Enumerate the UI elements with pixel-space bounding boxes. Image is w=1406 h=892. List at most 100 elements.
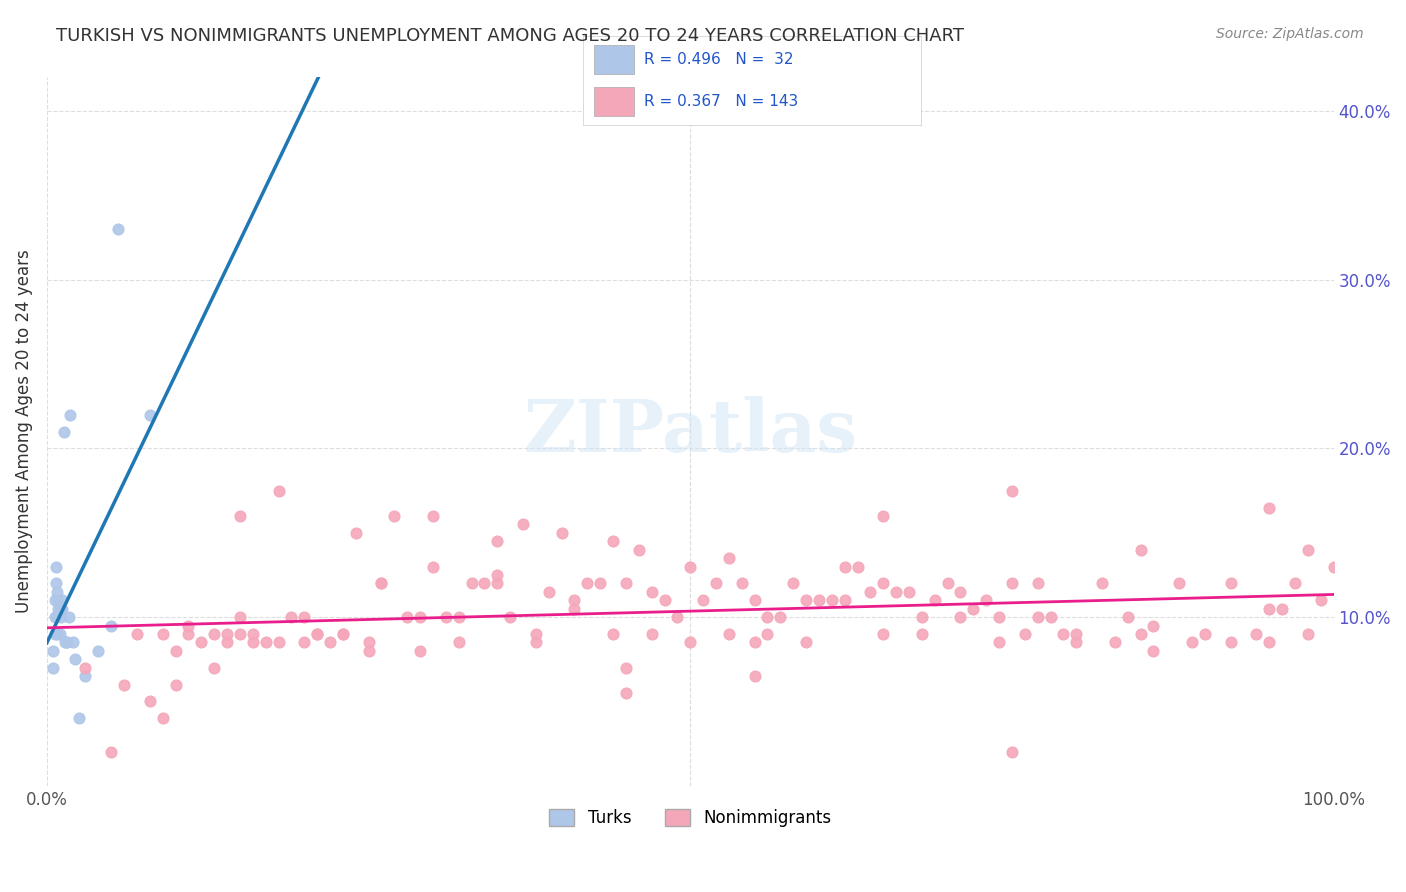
Point xyxy=(769,610,792,624)
Point xyxy=(627,542,650,557)
Point xyxy=(267,635,290,649)
FancyBboxPatch shape xyxy=(593,87,634,116)
Point xyxy=(564,601,586,615)
Point xyxy=(1116,610,1139,624)
Point xyxy=(1258,635,1281,649)
Point xyxy=(512,517,534,532)
Point xyxy=(55,635,77,649)
Point xyxy=(139,408,162,422)
Point xyxy=(1039,610,1062,624)
Point xyxy=(46,584,69,599)
Point xyxy=(911,627,934,641)
Point xyxy=(988,610,1011,624)
Point xyxy=(44,593,66,607)
Point xyxy=(396,610,419,624)
Point xyxy=(692,593,714,607)
Text: TURKISH VS NONIMMIGRANTS UNEMPLOYMENT AMONG AGES 20 TO 24 YEARS CORRELATION CHAR: TURKISH VS NONIMMIGRANTS UNEMPLOYMENT AM… xyxy=(56,27,965,45)
Point xyxy=(1258,601,1281,615)
Point xyxy=(46,627,69,641)
Point xyxy=(744,593,766,607)
Point xyxy=(614,661,637,675)
Point xyxy=(382,508,405,523)
Point xyxy=(898,584,921,599)
Point xyxy=(53,635,76,649)
Point xyxy=(1296,542,1319,557)
Point xyxy=(1104,635,1126,649)
Point xyxy=(357,644,380,658)
Point xyxy=(332,627,354,641)
Point xyxy=(486,576,509,591)
Point xyxy=(884,584,907,599)
Point xyxy=(45,610,67,624)
Point xyxy=(962,601,984,615)
Point xyxy=(564,593,586,607)
Point xyxy=(1091,576,1114,591)
Point xyxy=(486,568,509,582)
Point xyxy=(679,559,702,574)
Point xyxy=(717,627,740,641)
Point xyxy=(524,635,547,649)
Point xyxy=(100,618,122,632)
Point xyxy=(486,534,509,549)
Text: R = 0.367   N = 143: R = 0.367 N = 143 xyxy=(644,95,799,109)
Point xyxy=(911,610,934,624)
Point xyxy=(307,627,329,641)
Point xyxy=(307,627,329,641)
Point xyxy=(1284,576,1306,591)
Point xyxy=(63,652,86,666)
Point xyxy=(434,610,457,624)
Point xyxy=(48,593,70,607)
Point xyxy=(1323,559,1346,574)
Point xyxy=(49,601,72,615)
Point xyxy=(1258,500,1281,515)
Point xyxy=(229,508,252,523)
Point xyxy=(872,508,894,523)
FancyBboxPatch shape xyxy=(593,45,634,74)
Point xyxy=(49,601,72,615)
Point xyxy=(100,745,122,759)
Point xyxy=(107,222,129,236)
Point xyxy=(190,635,212,649)
Text: ZIPatlas: ZIPatlas xyxy=(523,396,858,467)
Point xyxy=(357,635,380,649)
Point xyxy=(48,601,70,615)
Point xyxy=(177,618,200,632)
Point xyxy=(332,627,354,641)
Point xyxy=(409,610,432,624)
Legend: Turks, Nonimmigrants: Turks, Nonimmigrants xyxy=(543,803,838,834)
Point xyxy=(44,610,66,624)
Point xyxy=(474,576,496,591)
Point xyxy=(319,635,342,649)
Point xyxy=(42,644,65,658)
Point xyxy=(1296,627,1319,641)
Point xyxy=(666,610,689,624)
Point xyxy=(1246,627,1268,641)
Point xyxy=(112,677,135,691)
Point xyxy=(75,661,97,675)
Point xyxy=(409,644,432,658)
Point xyxy=(1309,593,1331,607)
Point xyxy=(370,576,392,591)
Point xyxy=(602,627,624,641)
Point xyxy=(1271,601,1294,615)
Point xyxy=(229,627,252,641)
Point xyxy=(51,593,73,607)
Point xyxy=(614,576,637,591)
Point xyxy=(949,584,972,599)
Point xyxy=(614,686,637,700)
Point xyxy=(447,610,470,624)
Point xyxy=(59,408,82,422)
Point xyxy=(834,559,856,574)
Point xyxy=(872,576,894,591)
Point xyxy=(1219,576,1241,591)
Point xyxy=(177,627,200,641)
Point xyxy=(1001,483,1024,498)
Point xyxy=(988,635,1011,649)
Point xyxy=(1168,576,1191,591)
Point xyxy=(45,559,67,574)
Point xyxy=(125,627,148,641)
Text: R = 0.496   N =  32: R = 0.496 N = 32 xyxy=(644,53,794,67)
Point xyxy=(731,576,754,591)
Point xyxy=(87,644,110,658)
Point xyxy=(292,635,315,649)
